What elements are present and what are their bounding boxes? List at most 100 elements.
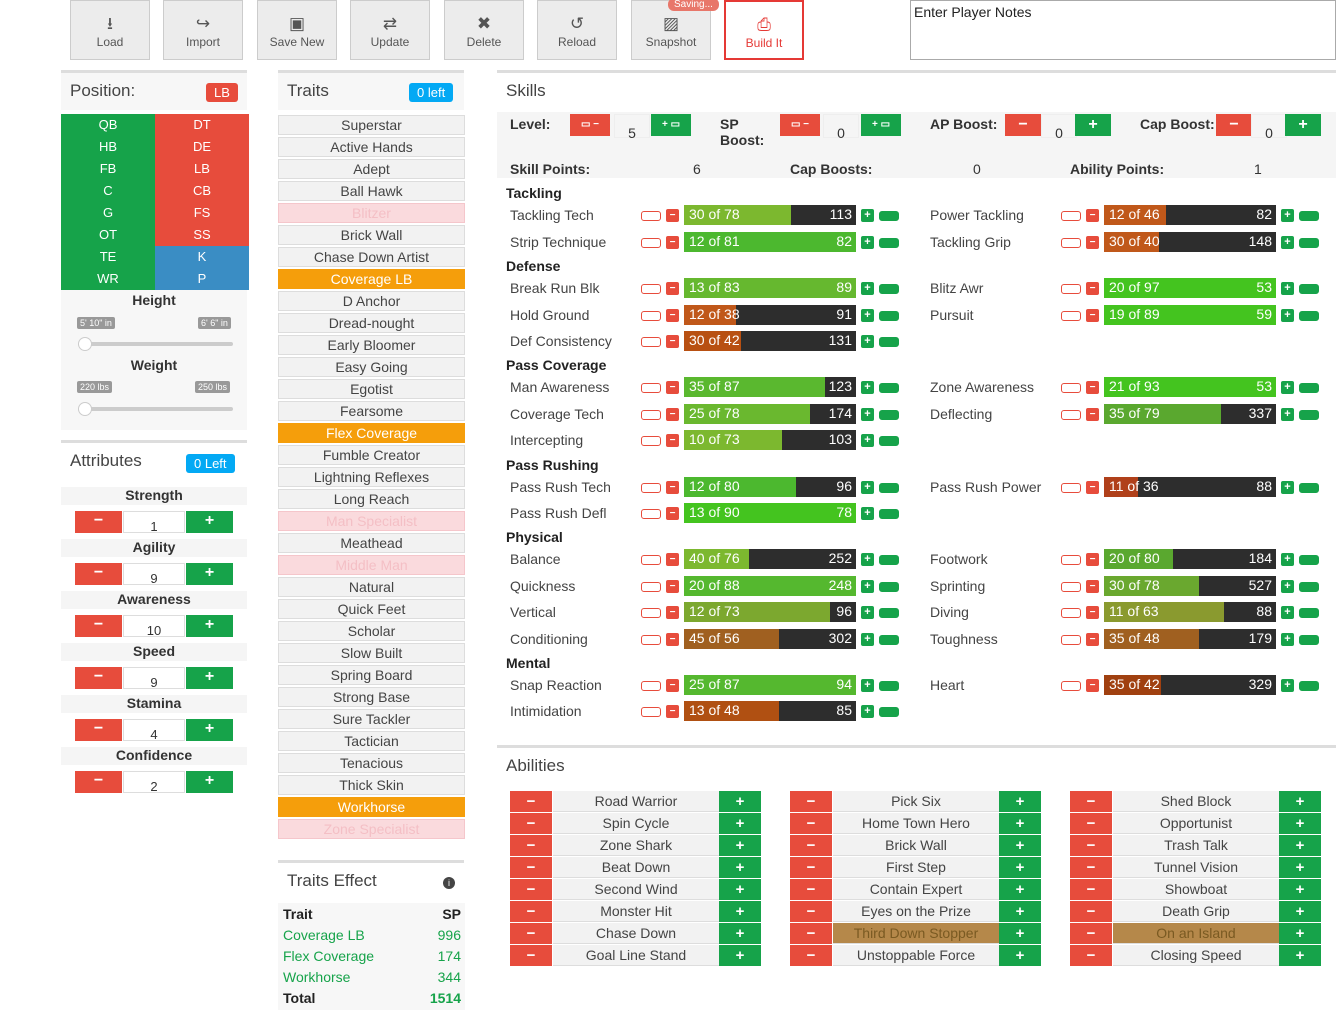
position-te-button[interactable]: TE: [61, 246, 155, 268]
skill-min-button[interactable]: [1061, 555, 1081, 565]
ability-minus-button[interactable]: −: [1070, 835, 1112, 856]
ability-plus-button[interactable]: +: [1279, 813, 1321, 834]
skill-max-button[interactable]: [879, 284, 899, 294]
trait-item[interactable]: Middle Man: [278, 555, 465, 575]
skill-plus-button[interactable]: +: [1281, 309, 1294, 322]
skill-min-button[interactable]: [641, 311, 661, 321]
attribute-minus-button[interactable]: −: [75, 667, 122, 689]
attribute-plus-button[interactable]: +: [186, 719, 233, 741]
ability-plus-button[interactable]: +: [999, 945, 1041, 966]
ability-plus-button[interactable]: +: [999, 923, 1041, 944]
ability-minus-button[interactable]: −: [790, 901, 832, 922]
position-qb-button[interactable]: QB: [61, 114, 155, 136]
skill-max-button[interactable]: [879, 707, 899, 717]
skill-min-button[interactable]: [641, 284, 661, 294]
trait-item[interactable]: Blitzer: [278, 203, 465, 223]
skill-plus-button[interactable]: +: [861, 282, 874, 295]
ability-minus-button[interactable]: −: [510, 945, 552, 966]
ability-plus-button[interactable]: +: [1279, 945, 1321, 966]
position-lb-button[interactable]: LB: [155, 158, 249, 180]
skill-plus-button[interactable]: +: [1281, 481, 1294, 494]
skill-max-button[interactable]: [879, 608, 899, 618]
ability-plus-button[interactable]: +: [719, 879, 761, 900]
ability-plus-button[interactable]: +: [1279, 879, 1321, 900]
skill-minus-button[interactable]: −: [666, 209, 679, 222]
ability-plus-button[interactable]: +: [999, 813, 1041, 834]
skill-max-button[interactable]: [1299, 311, 1319, 321]
skill-max-button[interactable]: [879, 436, 899, 446]
skill-min-button[interactable]: [1061, 681, 1081, 691]
skill-min-button[interactable]: [641, 337, 661, 347]
skill-minus-button[interactable]: −: [666, 705, 679, 718]
skill-plus-button[interactable]: +: [1281, 580, 1294, 593]
skill-minus-button[interactable]: −: [1086, 633, 1099, 646]
skill-min-button[interactable]: [1061, 410, 1081, 420]
skill-minus-button[interactable]: −: [1086, 209, 1099, 222]
skill-plus-button[interactable]: +: [861, 335, 874, 348]
level-minus-button[interactable]: ▭ −: [570, 114, 610, 136]
skill-min-button[interactable]: [641, 436, 661, 446]
trait-item[interactable]: Lightning Reflexes: [278, 467, 465, 487]
trait-item[interactable]: Chase Down Artist: [278, 247, 465, 267]
trait-item[interactable]: D Anchor: [278, 291, 465, 311]
position-g-button[interactable]: G: [61, 202, 155, 224]
trait-item[interactable]: Fumble Creator: [278, 445, 465, 465]
skill-max-button[interactable]: [879, 238, 899, 248]
trait-item[interactable]: Brick Wall: [278, 225, 465, 245]
trait-item[interactable]: Scholar: [278, 621, 465, 641]
position-de-button[interactable]: DE: [155, 136, 249, 158]
skill-minus-button[interactable]: −: [1086, 580, 1099, 593]
ability-plus-button[interactable]: +: [999, 857, 1041, 878]
skill-plus-button[interactable]: +: [1281, 209, 1294, 222]
trait-item[interactable]: Man Specialist: [278, 511, 465, 531]
skill-max-button[interactable]: [1299, 211, 1319, 221]
ability-plus-button[interactable]: +: [719, 791, 761, 812]
ability-plus-button[interactable]: +: [1279, 857, 1321, 878]
sp-plus-button[interactable]: + ▭: [861, 114, 901, 136]
save-new-button[interactable]: ▣ Save New: [257, 0, 337, 60]
position-c-button[interactable]: C: [61, 180, 155, 202]
skill-plus-button[interactable]: +: [861, 381, 874, 394]
skill-plus-button[interactable]: +: [1281, 236, 1294, 249]
skill-min-button[interactable]: [641, 681, 661, 691]
skill-minus-button[interactable]: −: [1086, 309, 1099, 322]
skill-max-button[interactable]: [1299, 483, 1319, 493]
ability-minus-button[interactable]: −: [510, 857, 552, 878]
skill-max-button[interactable]: [1299, 555, 1319, 565]
load-button[interactable]: ⭳ Load: [70, 0, 150, 60]
ability-minus-button[interactable]: −: [1070, 813, 1112, 834]
weight-slider[interactable]: [78, 402, 233, 416]
trait-item[interactable]: Ball Hawk: [278, 181, 465, 201]
ability-minus-button[interactable]: −: [510, 879, 552, 900]
player-notes-field[interactable]: Enter Player Notes: [910, 0, 1336, 60]
ability-plus-button[interactable]: +: [1279, 791, 1321, 812]
skill-minus-button[interactable]: −: [666, 282, 679, 295]
skill-minus-button[interactable]: −: [666, 434, 679, 447]
ability-plus-button[interactable]: +: [719, 923, 761, 944]
trait-item[interactable]: Natural: [278, 577, 465, 597]
skill-max-button[interactable]: [879, 337, 899, 347]
skill-plus-button[interactable]: +: [1281, 633, 1294, 646]
attribute-plus-button[interactable]: +: [186, 511, 233, 533]
skill-minus-button[interactable]: −: [1086, 282, 1099, 295]
trait-item[interactable]: Zone Specialist: [278, 819, 465, 839]
skill-max-button[interactable]: [1299, 608, 1319, 618]
ap-plus-button[interactable]: +: [1075, 114, 1111, 136]
skill-max-button[interactable]: [879, 383, 899, 393]
skill-min-button[interactable]: [641, 608, 661, 618]
attribute-plus-button[interactable]: +: [186, 771, 233, 793]
skill-min-button[interactable]: [1061, 582, 1081, 592]
ability-minus-button[interactable]: −: [1070, 791, 1112, 812]
trait-item[interactable]: Spring Board: [278, 665, 465, 685]
sp-minus-button[interactable]: ▭ −: [780, 114, 820, 136]
position-dt-button[interactable]: DT: [155, 114, 249, 136]
skill-max-button[interactable]: [1299, 238, 1319, 248]
skill-plus-button[interactable]: +: [861, 679, 874, 692]
trait-item[interactable]: Strong Base: [278, 687, 465, 707]
ability-plus-button[interactable]: +: [719, 835, 761, 856]
trait-item[interactable]: Workhorse: [278, 797, 465, 817]
skill-minus-button[interactable]: −: [666, 335, 679, 348]
skill-max-button[interactable]: [879, 211, 899, 221]
trait-item[interactable]: Early Bloomer: [278, 335, 465, 355]
skill-minus-button[interactable]: −: [1086, 408, 1099, 421]
